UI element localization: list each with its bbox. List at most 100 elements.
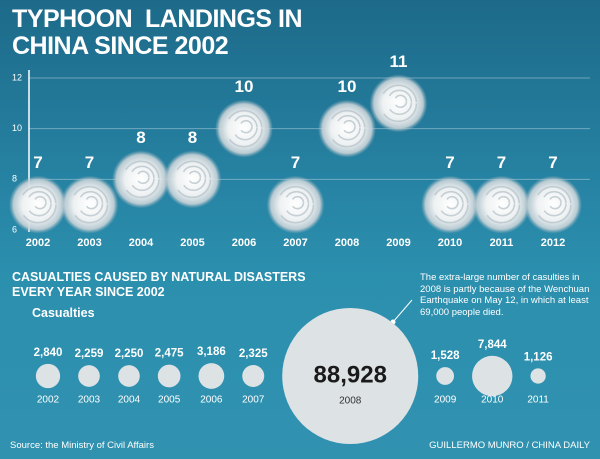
- typhoon-icon: [524, 175, 582, 234]
- typhoon-body: [472, 175, 531, 234]
- typhoon-swirl: [84, 195, 99, 210]
- value-label: 2,259: [75, 348, 104, 360]
- annotation: The extra-large number of casulties in 2…: [420, 272, 590, 318]
- typhoon-body: [112, 150, 170, 209]
- value-label: 2,250: [115, 348, 144, 360]
- typhoon-swirl: [496, 195, 511, 210]
- chart-title: TYPHOON LANDINGS IN CHINA SINCE 2002: [12, 5, 309, 60]
- typhoon-swirl: [187, 170, 202, 185]
- typhoon-swirl: [129, 165, 155, 192]
- typhoon-body: [266, 175, 325, 234]
- bubble: [35, 363, 61, 389]
- x-tick-label: 2011: [527, 395, 549, 406]
- typhoon-swirl: [328, 109, 366, 148]
- typhoon-swirl: [290, 195, 305, 210]
- typhoon-swirl: [489, 190, 516, 217]
- x-tick-label: 2004: [129, 237, 154, 249]
- typhoon-icon: [318, 99, 376, 158]
- typhoon-swirl: [438, 190, 464, 217]
- x-tick-label: 2006: [200, 395, 223, 406]
- typhoon-swirl: [379, 84, 418, 123]
- typhoon-icon: [9, 175, 67, 234]
- typhoon-swirl: [386, 89, 413, 116]
- value-label: 7: [497, 153, 506, 172]
- y-tick-label: 8: [12, 174, 17, 184]
- x-tick-label: 2005: [158, 395, 181, 406]
- typhoon-icon: [215, 99, 273, 158]
- x-tick-label: 2006: [232, 237, 256, 249]
- typhoon-body: [9, 175, 67, 234]
- typhoon-body: [60, 175, 119, 234]
- typhoon-body: [421, 175, 479, 234]
- x-tick-label: 2007: [283, 237, 307, 249]
- value-label: 2,325: [239, 348, 268, 360]
- x-tick-label: 2005: [180, 237, 204, 249]
- value-label: 7: [445, 153, 454, 172]
- typhoon-swirl: [173, 160, 212, 199]
- x-tick-label: 2007: [242, 395, 265, 406]
- typhoon-body: [215, 99, 273, 158]
- typhoon-swirl: [276, 185, 315, 224]
- typhoon-swirl: [70, 185, 109, 224]
- value-label: 1,126: [524, 351, 553, 363]
- typhoon-icon: [266, 175, 325, 234]
- x-tick-label: 2003: [78, 395, 101, 406]
- typhoon-icon: [60, 175, 119, 234]
- typhoon-body: [369, 74, 428, 133]
- credit: GUILLERMO MUNRO / CHINA DAILY: [429, 440, 590, 451]
- bubble: [157, 364, 181, 388]
- typhoon-swirl: [232, 114, 258, 141]
- typhoon-swirl: [19, 185, 57, 224]
- x-tick-label: 2011: [490, 237, 514, 249]
- value-label: 7: [291, 153, 300, 172]
- typhoon-swirl: [239, 119, 253, 134]
- x-tick-label: 2012: [541, 237, 565, 249]
- typhoon-swirl: [136, 170, 150, 185]
- value-label: 8: [188, 128, 197, 147]
- typhoon-swirl: [335, 114, 361, 141]
- typhoon-swirl: [393, 94, 408, 109]
- value-label: 2,475: [155, 348, 184, 360]
- typhoon-body: [163, 150, 222, 209]
- bubble: [78, 365, 100, 387]
- x-tick-label: 2004: [118, 395, 141, 406]
- x-tick-label: 2003: [77, 237, 101, 249]
- bubble: [282, 308, 419, 444]
- typhoon-icon: [421, 175, 479, 234]
- typhoon-swirl: [541, 190, 567, 217]
- source: Source: the Ministry of Civil Affairs: [10, 440, 154, 451]
- y-tick-label: 6: [12, 224, 17, 234]
- value-label: 2,840: [34, 347, 63, 359]
- x-tick-label: 2010: [481, 395, 504, 406]
- value-label: 7: [85, 153, 94, 172]
- typhoon-icon: [472, 175, 531, 234]
- bubble: [198, 363, 225, 389]
- y-tick-label: 12: [12, 72, 22, 82]
- chart-subtitle: Casualties: [32, 306, 95, 320]
- value-label: 1,528: [431, 350, 460, 362]
- typhoon-swirl: [431, 185, 469, 224]
- value-label: 7: [33, 153, 42, 172]
- typhoon-swirl: [225, 109, 263, 148]
- x-tick-label: 2002: [26, 237, 50, 249]
- value-label: 10: [338, 77, 357, 96]
- value-label: 88,928: [314, 361, 387, 388]
- typhoon-body: [524, 175, 582, 234]
- value-label: 3,186: [197, 346, 226, 358]
- typhoon-swirl: [122, 160, 160, 199]
- typhoon-swirl: [342, 119, 356, 134]
- typhoon-swirl: [482, 185, 521, 224]
- bubble: [472, 355, 513, 397]
- bubble: [436, 367, 455, 385]
- value-label: 7: [548, 153, 557, 172]
- bubble: [242, 365, 265, 387]
- chart-title: CASUALTIES CAUSED BY NATURAL DISASTERS E…: [12, 270, 306, 299]
- x-tick-label: 2008: [339, 396, 362, 407]
- value-label: 7,844: [478, 339, 507, 351]
- typhoon-icon: [163, 150, 222, 209]
- typhoon-icon: [112, 150, 170, 209]
- typhoon-icon: [369, 74, 428, 133]
- bubble: [530, 368, 546, 384]
- typhoon-swirl: [534, 185, 572, 224]
